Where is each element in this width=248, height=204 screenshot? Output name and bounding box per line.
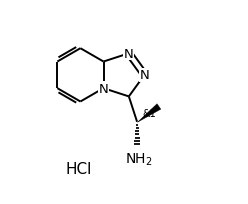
Text: N: N <box>99 82 108 95</box>
Polygon shape <box>137 104 161 123</box>
Text: HCl: HCl <box>66 161 92 176</box>
Text: N: N <box>140 69 149 82</box>
Text: NH$_2$: NH$_2$ <box>125 151 153 167</box>
Text: N: N <box>124 48 134 61</box>
Text: &1: &1 <box>142 109 156 119</box>
